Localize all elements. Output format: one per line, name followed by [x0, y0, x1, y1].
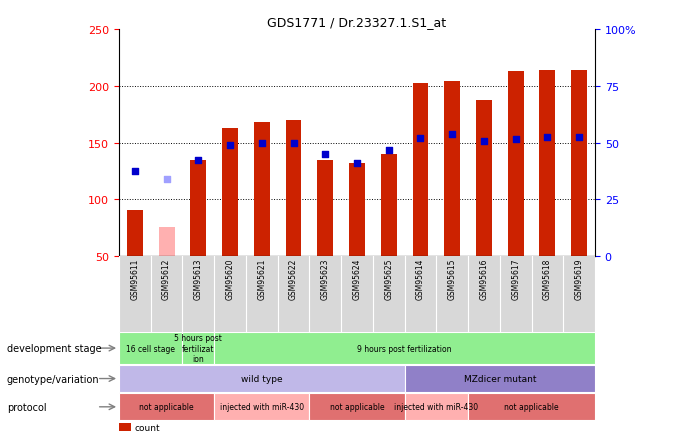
Text: GSM95621: GSM95621: [257, 258, 267, 299]
Text: GSM95625: GSM95625: [384, 258, 393, 300]
Bar: [190, 160, 206, 256]
Bar: [158, 228, 175, 256]
Text: GSM95623: GSM95623: [321, 258, 330, 300]
Title: GDS1771 / Dr.23327.1.S1_at: GDS1771 / Dr.23327.1.S1_at: [267, 16, 447, 29]
Bar: [127, 211, 143, 256]
Text: not applicable: not applicable: [505, 402, 559, 411]
Point: [193, 157, 204, 164]
Text: injected with miR-430: injected with miR-430: [394, 402, 479, 411]
Text: 16 cell stage: 16 cell stage: [126, 344, 175, 353]
Text: GSM95612: GSM95612: [162, 258, 171, 299]
Point: [510, 136, 521, 143]
Text: wild type: wild type: [241, 374, 283, 383]
Bar: [508, 72, 524, 256]
Bar: [539, 71, 556, 256]
Text: GSM95619: GSM95619: [575, 258, 583, 300]
Text: genotype/variation: genotype/variation: [7, 374, 99, 384]
Text: GSM95618: GSM95618: [543, 258, 552, 299]
Text: GSM95615: GSM95615: [447, 258, 457, 300]
Text: MZdicer mutant: MZdicer mutant: [464, 374, 536, 383]
Point: [415, 135, 426, 142]
FancyBboxPatch shape: [119, 365, 405, 392]
Text: GSM95611: GSM95611: [131, 258, 139, 299]
Bar: [476, 100, 492, 256]
Point: [479, 138, 490, 145]
Text: 9 hours post fertilization: 9 hours post fertilization: [358, 344, 452, 353]
Point: [447, 131, 458, 138]
FancyBboxPatch shape: [214, 332, 595, 364]
FancyBboxPatch shape: [405, 393, 468, 421]
Bar: [381, 155, 396, 256]
Point: [161, 176, 172, 183]
Point: [256, 140, 267, 147]
Point: [542, 134, 553, 141]
FancyBboxPatch shape: [119, 332, 182, 364]
Point: [574, 134, 585, 141]
Text: count: count: [135, 423, 160, 431]
Bar: [413, 83, 428, 256]
FancyBboxPatch shape: [309, 393, 405, 421]
Text: GSM95616: GSM95616: [479, 258, 488, 300]
Point: [288, 140, 299, 147]
Point: [224, 142, 235, 149]
Point: [352, 160, 362, 167]
Text: GSM95614: GSM95614: [416, 258, 425, 300]
Text: 5 hours post
fertilizat
ion: 5 hours post fertilizat ion: [174, 333, 222, 363]
Point: [129, 168, 140, 175]
Point: [320, 151, 330, 158]
Text: GSM95622: GSM95622: [289, 258, 298, 299]
Point: [384, 148, 394, 155]
Text: development stage: development stage: [7, 343, 101, 353]
Bar: [286, 121, 301, 256]
Text: injected with miR-430: injected with miR-430: [220, 402, 304, 411]
FancyBboxPatch shape: [182, 332, 214, 364]
Bar: [349, 164, 365, 256]
Text: GSM95613: GSM95613: [194, 258, 203, 300]
Text: not applicable: not applicable: [330, 402, 384, 411]
FancyBboxPatch shape: [468, 393, 595, 421]
Text: GSM95620: GSM95620: [226, 258, 235, 300]
FancyBboxPatch shape: [214, 393, 309, 421]
Bar: [571, 71, 587, 256]
FancyBboxPatch shape: [405, 365, 595, 392]
Bar: [318, 160, 333, 256]
Bar: [222, 128, 238, 256]
FancyBboxPatch shape: [119, 393, 214, 421]
Bar: [254, 123, 270, 256]
Text: not applicable: not applicable: [139, 402, 194, 411]
Text: GSM95617: GSM95617: [511, 258, 520, 300]
Text: protocol: protocol: [7, 402, 46, 412]
Text: GSM95624: GSM95624: [352, 258, 362, 300]
Bar: [444, 82, 460, 256]
